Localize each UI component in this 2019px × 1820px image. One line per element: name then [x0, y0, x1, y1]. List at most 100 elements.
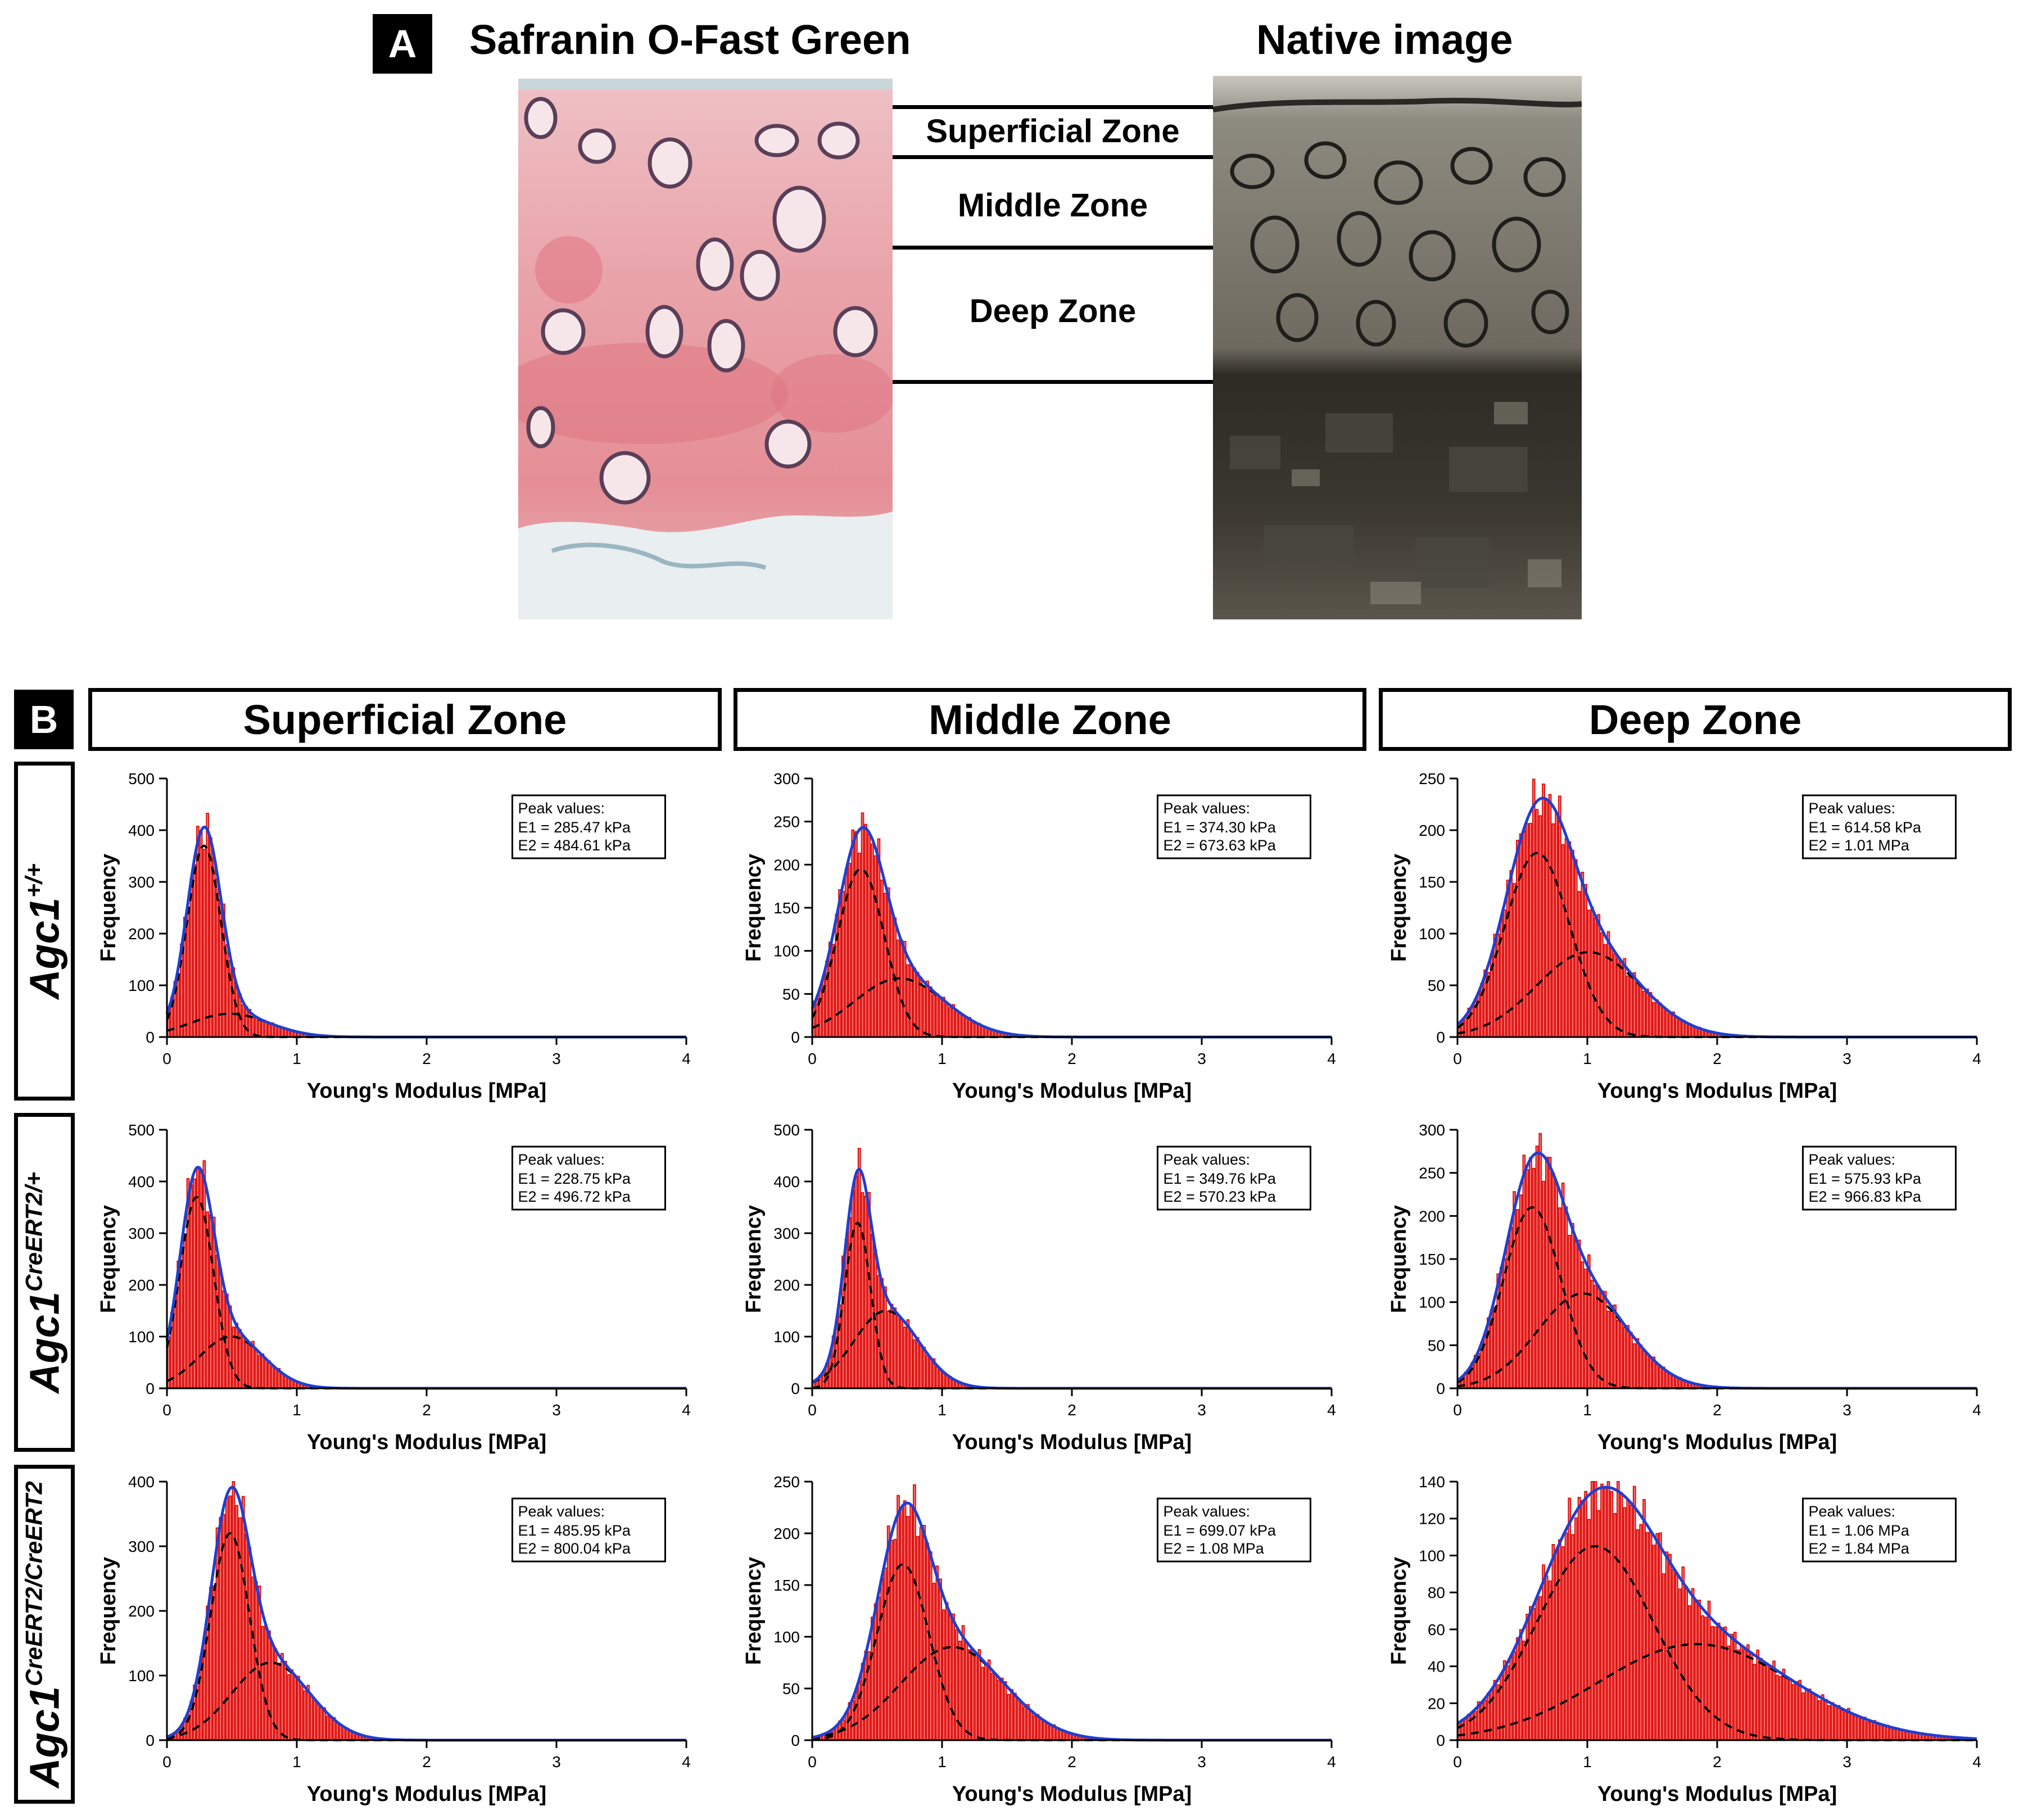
histogram-bar	[919, 1527, 923, 1741]
y-tick-label: 0	[146, 1029, 155, 1046]
histogram-bar	[1568, 1234, 1572, 1389]
histogram-bar	[854, 1688, 858, 1741]
x-tick-label: 3	[552, 1050, 561, 1067]
y-tick-label: 150	[773, 899, 800, 917]
histogram-bar	[903, 941, 907, 1038]
histogram-bar	[1762, 1664, 1766, 1741]
histogram-bar	[1571, 1223, 1574, 1389]
histogram-bar	[893, 1538, 897, 1741]
y-tick-label: 400	[128, 1173, 155, 1190]
histogram-bar	[1736, 1649, 1740, 1741]
x-tick-label: 3	[1843, 1050, 1851, 1067]
peak-values-box	[1156, 1146, 1311, 1211]
histogram-bar	[831, 944, 835, 1038]
y-axis-label: Frequency	[1387, 1557, 1411, 1665]
peak-values-title: Peak values:	[518, 1151, 605, 1168]
histogram-bar	[1766, 1664, 1769, 1741]
histogram-bar	[1655, 1364, 1659, 1389]
histogram-bar	[994, 1673, 998, 1741]
histogram-bar	[254, 1349, 258, 1389]
x-tick-label: 4	[682, 1753, 691, 1771]
histogram-bar	[932, 1582, 936, 1741]
x-tick-label: 3	[1197, 1753, 1206, 1771]
histogram-bar	[867, 1651, 871, 1741]
x-tick-label: 4	[1972, 1753, 1981, 1771]
stain-image-title: Safranin O-Fast Green	[469, 16, 911, 63]
histogram-bar	[300, 1685, 304, 1741]
histogram-bar	[316, 1702, 320, 1741]
histogram-bar	[264, 1625, 268, 1741]
histogram-bar	[1600, 932, 1604, 1038]
histogram-bar	[939, 1369, 943, 1389]
histogram-bar	[1649, 992, 1653, 1038]
histogram-bar	[909, 1505, 913, 1741]
histogram-bar	[1824, 1699, 1828, 1741]
histogram-bar	[1603, 1487, 1607, 1741]
histogram-bar	[922, 1524, 926, 1741]
peak-value-e1: E1 = 699.07 kPa	[1163, 1522, 1276, 1539]
histogram-bar	[1623, 1326, 1627, 1389]
histogram-bar	[1603, 1291, 1607, 1389]
histogram-bar	[1720, 1627, 1724, 1741]
histogram-bar	[867, 834, 871, 1038]
histogram-bar	[886, 1525, 890, 1741]
histogram-bar	[1600, 1483, 1604, 1741]
x-tick-label: 2	[1067, 1050, 1076, 1067]
histogram-bar	[942, 1609, 945, 1741]
histogram-bar	[981, 1667, 985, 1741]
histogram-bar	[919, 977, 923, 1038]
histogram-bar	[1519, 833, 1523, 1038]
histogram-bar	[1500, 1674, 1503, 1741]
histogram-bar	[903, 1500, 907, 1741]
histogram-bar	[1545, 1156, 1549, 1389]
histogram-bar	[919, 1343, 923, 1389]
histogram-bar	[1613, 1304, 1617, 1389]
peak-value-e1: E1 = 485.95 kPa	[518, 1522, 631, 1539]
histogram-bar	[1542, 1564, 1545, 1741]
histogram-bar	[1535, 1146, 1539, 1389]
histogram-bar	[245, 1006, 248, 1038]
histogram-bar	[1555, 1181, 1559, 1389]
histogram-bar	[1486, 1692, 1490, 1741]
y-tick-label: 100	[1419, 1547, 1445, 1564]
row-label-genotype: CreERT2/+	[20, 1171, 47, 1292]
histogram-bar	[968, 1649, 971, 1741]
histogram-bar	[1733, 1632, 1737, 1741]
histogram-bar	[268, 1360, 271, 1389]
y-tick-label: 150	[1419, 873, 1445, 891]
histogram-bar	[1756, 1649, 1760, 1741]
histogram-bar	[1659, 1003, 1662, 1038]
histogram-bar	[844, 1712, 848, 1741]
histogram-bar	[1496, 934, 1500, 1038]
peak-value-e2: E2 = 496.72 kPa	[518, 1188, 631, 1205]
zone-label-middle: Middle Zone	[957, 187, 1148, 224]
histogram-bar	[1522, 1640, 1526, 1741]
histogram-bar	[189, 1184, 193, 1389]
histogram-bar	[857, 852, 861, 1038]
histogram-r1-c1: 0 1 2 3 4 0 100 200 300 400 500 Young's Modulus [MP…	[742, 1121, 1336, 1454]
histogram-bar	[1542, 784, 1545, 1038]
histogram-bar	[899, 1318, 903, 1389]
histogram-bar	[1490, 1688, 1493, 1741]
histogram-bar	[1746, 1644, 1750, 1741]
histogram-bar	[232, 1481, 236, 1741]
histogram-bar	[1662, 1573, 1665, 1741]
histogram-bar	[1645, 1353, 1649, 1389]
histogram-bar	[1532, 778, 1536, 1038]
histogram-r1-c2: 0 1 2 3 4 0 50 100 150 200 250 300 Young's Modulus […	[1387, 1121, 1981, 1454]
row-header-wildtype: Agc1+/+	[14, 762, 75, 1101]
x-tick-label: 3	[552, 1753, 561, 1771]
histogram-bar	[1532, 1167, 1536, 1389]
panel-b-label: B	[14, 690, 74, 749]
row-label-genotype: +/+	[20, 863, 47, 898]
histogram-bar	[264, 1358, 268, 1389]
histogram-bar	[1827, 1705, 1831, 1741]
y-tick-label: 50	[1428, 977, 1445, 994]
histogram-bar	[245, 1339, 248, 1389]
histogram-bar	[1889, 1726, 1893, 1741]
histogram-bar	[1513, 882, 1516, 1038]
histogram-bar	[1857, 1715, 1860, 1741]
y-tick-label: 0	[1436, 1380, 1445, 1397]
histogram-bar	[926, 1355, 929, 1389]
histogram-bar	[880, 1278, 884, 1389]
